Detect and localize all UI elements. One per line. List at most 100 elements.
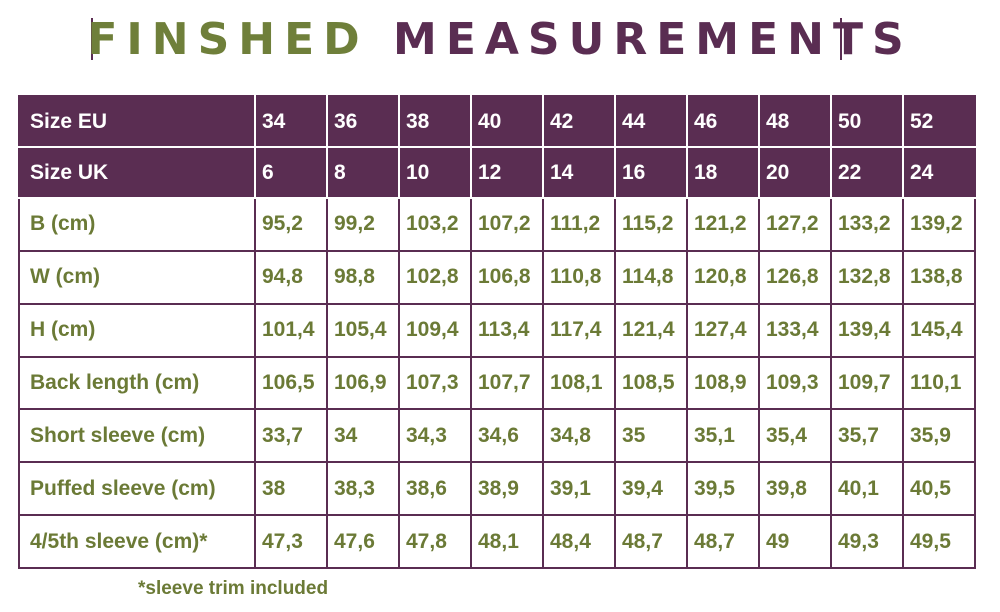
table-cell: 139,2 — [902, 197, 976, 252]
table-cell: 22 — [830, 146, 904, 199]
table-cell: 94,8 — [254, 249, 328, 305]
table-cell: 132,8 — [830, 249, 904, 305]
table-cell: 12 — [470, 146, 544, 199]
table-cell: 127,2 — [758, 197, 832, 252]
table-cell: 95,2 — [254, 197, 328, 252]
table-cell: 110,1 — [902, 355, 976, 411]
table-row: W (cm) 94,8 98,8 102,8 106,8 110,8 114,8 120,8 1… — [18, 249, 976, 305]
table-cell: 120,8 — [686, 249, 760, 305]
table-cell: 133,4 — [758, 302, 832, 358]
table-cell: 46 — [686, 95, 760, 148]
measurements-table: Size EU 34 36 38 40 42 44 46 48 50 52 Size UK 6 8 10 12… — [18, 95, 976, 569]
table-cell: 39,8 — [758, 461, 832, 517]
table-cell: 35,4 — [758, 408, 832, 464]
table-cell: 106,9 — [326, 355, 400, 411]
row-label: W (cm) — [18, 249, 256, 305]
row-label: Short sleeve (cm) — [18, 408, 256, 464]
table-cell: 107,3 — [398, 355, 472, 411]
table-cell: 47,6 — [326, 514, 400, 569]
table-cell: 126,8 — [758, 249, 832, 305]
table-cell: 107,7 — [470, 355, 544, 411]
table-cell: 36 — [326, 95, 400, 148]
table-cell: 34,3 — [398, 408, 472, 464]
table-cell: 35,7 — [830, 408, 904, 464]
table-cell: 35,1 — [686, 408, 760, 464]
table-cell: 127,4 — [686, 302, 760, 358]
row-label: B (cm) — [18, 197, 256, 252]
table-cell: 35,9 — [902, 408, 976, 464]
table-cell: 44 — [614, 95, 688, 148]
table-cell: 106,8 — [470, 249, 544, 305]
table-cell: 102,8 — [398, 249, 472, 305]
table-cell: 98,8 — [326, 249, 400, 305]
table-cell: 20 — [758, 146, 832, 199]
table-cell: 111,2 — [542, 197, 616, 252]
header-row: Size EU 34 36 38 40 42 44 46 48 50 52 — [18, 95, 976, 148]
table-cell: 52 — [902, 95, 976, 148]
table-cell: 34 — [326, 408, 400, 464]
table-cell: 138,8 — [902, 249, 976, 305]
table-cell: 139,4 — [830, 302, 904, 358]
table-cell: 133,2 — [830, 197, 904, 252]
header-row: Size UK 6 8 10 12 14 16 18 20 22 24 — [18, 146, 976, 199]
table-cell: 48,4 — [542, 514, 616, 569]
table-row: B (cm) 95,2 99,2 103,2 107,2 111,2 115,2 121,2 1… — [18, 197, 976, 252]
table-cell: 35 — [614, 408, 688, 464]
table-cell: 40 — [470, 95, 544, 148]
table-cell: 47,8 — [398, 514, 472, 569]
table-cell: 49,3 — [830, 514, 904, 569]
table-cell: 38,3 — [326, 461, 400, 517]
title-divider-right — [840, 18, 842, 60]
table-cell: 109,7 — [830, 355, 904, 411]
table-cell: 38 — [254, 461, 328, 517]
table-cell: 103,2 — [398, 197, 472, 252]
table-cell: 108,9 — [686, 355, 760, 411]
footnote: *sleeve trim included — [138, 578, 329, 599]
table-row: H (cm) 101,4 105,4 109,4 113,4 117,4 121,4 127,… — [18, 302, 976, 358]
table-cell: 49,5 — [902, 514, 976, 569]
table-cell: 42 — [542, 95, 616, 148]
table-cell: 109,4 — [398, 302, 472, 358]
table-cell: 48,1 — [470, 514, 544, 569]
title-part-2: MEASUREMENTS — [393, 14, 913, 65]
title-part-1: FINSHED — [87, 14, 369, 65]
table-cell: 106,5 — [254, 355, 328, 411]
table-row: 4/5th sleeve (cm)* 47,3 47,6 47,8 48,1 48,4 48… — [18, 514, 976, 569]
table-cell: 113,4 — [470, 302, 544, 358]
table-cell: 39,4 — [614, 461, 688, 517]
table-cell: 117,4 — [542, 302, 616, 358]
table-cell: 14 — [542, 146, 616, 199]
table-cell: 47,3 — [254, 514, 328, 569]
table-cell: 108,5 — [614, 355, 688, 411]
table-row: Short sleeve (cm) 33,7 34 34,3 34,6 34,8 35 35,… — [18, 408, 976, 464]
row-label: H (cm) — [18, 302, 256, 358]
table-cell: 39,5 — [686, 461, 760, 517]
row-label: Back length (cm) — [18, 355, 256, 411]
table-cell: 10 — [398, 146, 472, 199]
row-label: 4/5th sleeve (cm)* — [18, 514, 256, 569]
table-cell: 40,1 — [830, 461, 904, 517]
table-cell: 48,7 — [614, 514, 688, 569]
table-cell: 50 — [830, 95, 904, 148]
table-cell: 48 — [758, 95, 832, 148]
table-cell: 114,8 — [614, 249, 688, 305]
table-cell: 115,2 — [614, 197, 688, 252]
row-label: Puffed sleeve (cm) — [18, 461, 256, 517]
table-cell: 110,8 — [542, 249, 616, 305]
table-cell: 34,6 — [470, 408, 544, 464]
table-cell: 16 — [614, 146, 688, 199]
table-cell: 109,3 — [758, 355, 832, 411]
table-cell: 105,4 — [326, 302, 400, 358]
table-cell: 101,4 — [254, 302, 328, 358]
table-cell: 107,2 — [470, 197, 544, 252]
row-label: Size UK — [18, 146, 256, 199]
page-title: FINSHED MEASUREMENTS — [0, 12, 1000, 68]
table-cell: 38,9 — [470, 461, 544, 517]
table-cell: 108,1 — [542, 355, 616, 411]
table-cell: 49 — [758, 514, 832, 569]
table-cell: 24 — [902, 146, 976, 199]
table-cell: 121,4 — [614, 302, 688, 358]
table-cell: 34 — [254, 95, 328, 148]
table-cell: 34,8 — [542, 408, 616, 464]
table-cell: 48,7 — [686, 514, 760, 569]
